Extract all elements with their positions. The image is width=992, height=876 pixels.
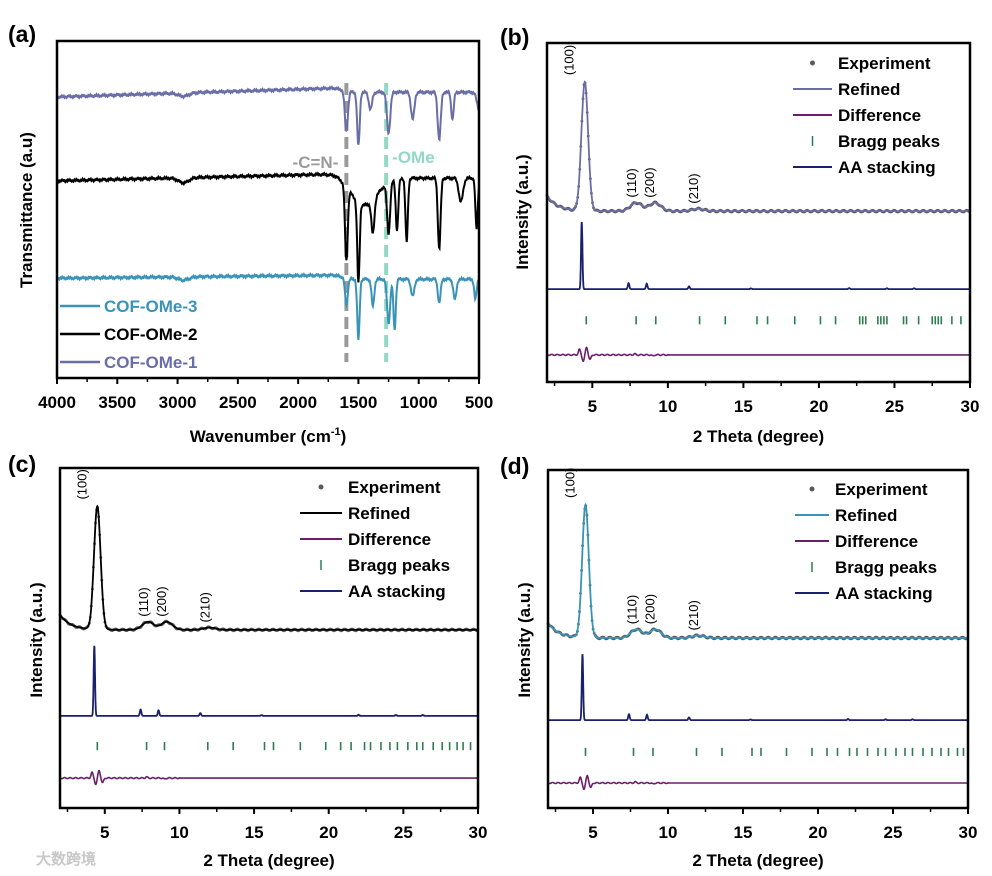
x-tick-label: 3000 <box>159 393 197 412</box>
legend-label: Refined <box>348 504 410 523</box>
panel-label: (a) <box>8 21 36 47</box>
x-axis-label-superscript: -1 <box>331 426 341 438</box>
x-axis-label-end: ) <box>341 427 347 446</box>
x-tick-label: 2000 <box>279 393 317 412</box>
legend-label: Difference <box>835 532 918 551</box>
aa-stacking-curve <box>60 645 478 717</box>
y-axis-label: Intensity (a.u.) <box>515 582 534 697</box>
difference-curve <box>59 769 478 786</box>
x-tick-label: 2500 <box>219 393 257 412</box>
ir-series-cof-ome-1 <box>56 85 480 145</box>
x-tick-label: 15 <box>245 823 264 842</box>
x-tick-label: 3500 <box>98 393 136 412</box>
x-tick-label: 20 <box>319 823 338 842</box>
panel-c: (c) 5 10 15 20 25 30 2 Theta (degree) Intensity … <box>8 451 487 870</box>
miller-index-label: (100) <box>74 469 89 499</box>
x-tick-label: 20 <box>809 823 828 842</box>
legend-label: Experiment <box>835 480 928 499</box>
x-tick-label: 5 <box>588 823 597 842</box>
y-axis-label: Intensity (a.u.) <box>513 154 532 269</box>
x-tick-label: 4000 <box>38 393 76 412</box>
panel-b: (b) 5 10 15 20 25 30 2 Theta (degree) Intensity … <box>500 24 979 446</box>
legend-label: Bragg peaks <box>838 132 940 151</box>
legend-label: AA stacking <box>348 582 446 601</box>
miller-index-label: (210) <box>686 600 701 630</box>
panel-d: (d) 5 10 15 20 25 30 2 Theta (degree) Intensity … <box>500 453 977 870</box>
x-tick-label: 10 <box>658 397 677 416</box>
legend-label: AA stacking <box>835 584 933 603</box>
panel-label: (c) <box>8 451 36 477</box>
annotation-imine: -C=N- <box>293 153 339 172</box>
plot-frame <box>546 468 970 810</box>
x-tick-label: 500 <box>465 393 493 412</box>
refined-curve <box>546 80 970 212</box>
miller-index-label: (200) <box>643 594 658 624</box>
legend-label: Refined <box>835 506 897 525</box>
y-axis-label: Intensity (a.u.) <box>27 582 46 697</box>
miller-index-label: (110) <box>625 595 640 624</box>
x-tick-label: 10 <box>170 823 189 842</box>
legend-experiment-symbol <box>809 486 815 492</box>
legend-label: Bragg peaks <box>348 556 450 575</box>
miller-index-label: (110) <box>136 587 151 616</box>
refined-curve <box>59 504 478 631</box>
difference-curve <box>547 774 968 791</box>
legend-label: COF-OMe-2 <box>104 325 198 344</box>
aa-stacking-curve <box>548 654 968 721</box>
x-tick-label: 5 <box>100 823 109 842</box>
ir-series-cof-ome-2 <box>56 171 480 283</box>
legend-label: COF-OMe-3 <box>104 297 198 316</box>
miller-index-label: (200) <box>642 167 657 197</box>
miller-index-label: (210) <box>197 592 212 622</box>
y-axis-label: Transmittance (a.u) <box>17 132 36 288</box>
x-tick-label: 15 <box>734 823 753 842</box>
miller-index-label: (100) <box>563 468 578 498</box>
x-tick-label: 5 <box>588 397 597 416</box>
legend-label: Difference <box>838 106 921 125</box>
x-axis-label: 2 Theta (degree) <box>692 851 823 870</box>
panel-label: (d) <box>500 453 529 479</box>
legend-label: Bragg peaks <box>835 558 937 577</box>
miller-index-label: (100) <box>562 45 577 75</box>
difference-curve <box>546 346 970 363</box>
x-axis-label: 2 Theta (degree) <box>693 427 824 446</box>
panel-a: (a) 4000 3500 3000 2500 2000 1500 1000 500 Wavenu… <box>8 21 493 446</box>
x-tick-label: 10 <box>659 823 678 842</box>
x-tick-label: 30 <box>959 823 978 842</box>
watermark: 大数跨境 <box>36 850 96 868</box>
panel-label: (b) <box>500 24 529 50</box>
miller-index-label: (210) <box>686 173 701 203</box>
annotation-ome: -OMe <box>392 148 435 167</box>
legend-label: AA stacking <box>838 158 936 177</box>
x-tick-label: 25 <box>394 823 413 842</box>
legend-label: Difference <box>348 530 431 549</box>
legend-experiment-symbol <box>318 484 324 490</box>
legend-label: COF-OMe-1 <box>104 353 198 372</box>
x-tick-label: 30 <box>961 397 980 416</box>
x-tick-label: 20 <box>809 397 828 416</box>
ir-series-cof-ome-3 <box>56 272 480 341</box>
x-tick-label: 1000 <box>400 393 438 412</box>
legend-experiment-symbol <box>810 60 815 66</box>
miller-index-label: (110) <box>624 168 639 197</box>
x-tick-label: 1500 <box>340 393 378 412</box>
x-axis-label: 2 Theta (degree) <box>203 851 334 870</box>
plot-frame <box>545 41 972 384</box>
refined-curve <box>547 502 968 639</box>
plot-frame <box>58 466 480 810</box>
plot-frame <box>55 39 481 380</box>
legend-label: Refined <box>838 80 900 99</box>
aa-stacking-curve <box>547 221 970 290</box>
x-tick-label: 30 <box>469 823 488 842</box>
x-tick-label: 25 <box>885 397 904 416</box>
x-tick-label: 25 <box>884 823 903 842</box>
legend-label: Experiment <box>838 54 931 73</box>
x-tick-label: 15 <box>734 397 753 416</box>
x-axis-label: Wavenumber (cm-1) <box>190 426 347 446</box>
legend-label: Experiment <box>348 478 441 497</box>
miller-index-label: (200) <box>154 586 169 616</box>
